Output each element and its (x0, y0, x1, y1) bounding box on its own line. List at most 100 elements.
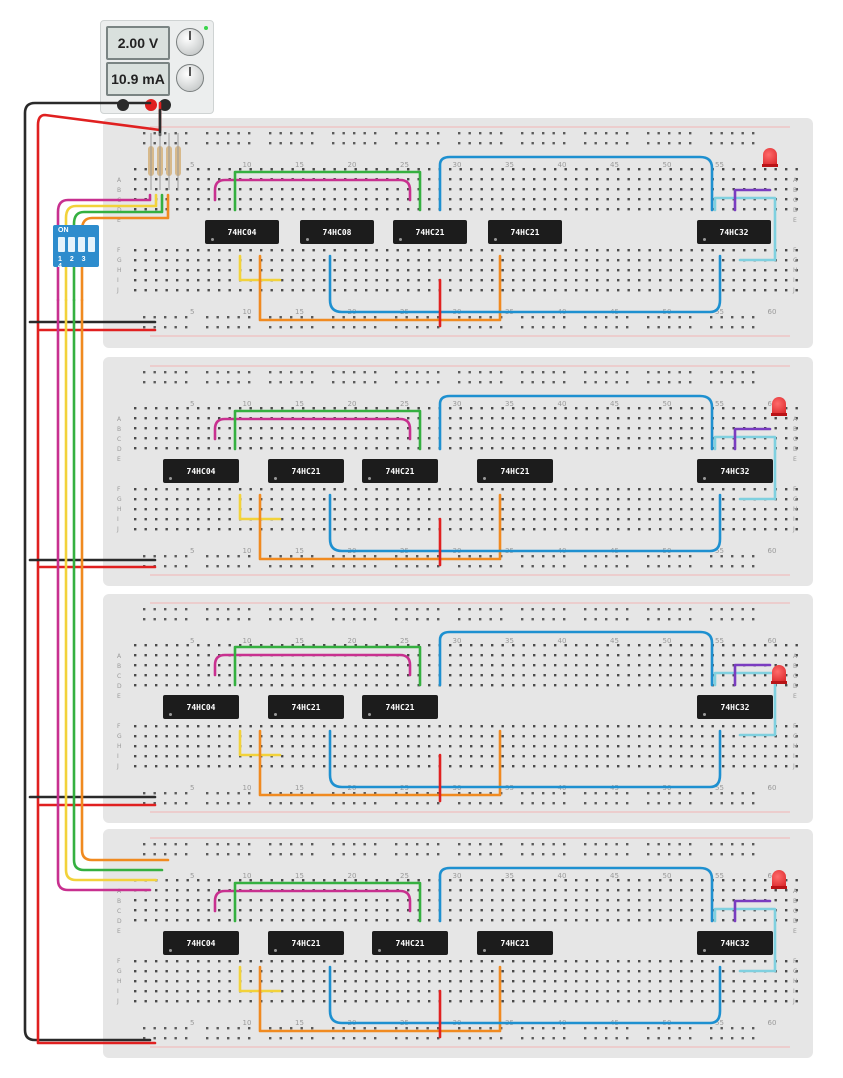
rail-hole (437, 381, 440, 384)
strip-hole (732, 427, 735, 430)
strip-hole (396, 518, 399, 521)
dip-switch-toggle-4[interactable] (88, 237, 95, 252)
rail-hole (458, 1027, 461, 1030)
strip-hole (648, 644, 651, 647)
strip-hole (795, 498, 798, 501)
strip-hole (407, 909, 410, 912)
negative-terminal[interactable] (159, 99, 171, 111)
chip-r2-1[interactable]: 74HC04 (163, 459, 239, 483)
strip-hole (753, 488, 756, 491)
rail-hole (500, 381, 503, 384)
chip-r3-4[interactable]: 74HC32 (697, 695, 773, 719)
chip-r4-1[interactable]: 74HC04 (163, 931, 239, 955)
strip-hole (165, 980, 168, 983)
chip-r1-1[interactable]: 74HC04 (205, 220, 279, 244)
strip-hole (165, 745, 168, 748)
column-number: 55 (715, 637, 724, 645)
strip-hole (491, 654, 494, 657)
chip-r2-5[interactable]: 74HC32 (697, 459, 773, 483)
rail-hole (405, 565, 408, 568)
rail-hole (542, 608, 545, 611)
strip-hole (449, 528, 452, 531)
chip-r4-2[interactable]: 74HC21 (268, 931, 344, 955)
strip-hole (680, 269, 683, 272)
strip-hole (428, 437, 431, 440)
chip-r1-2[interactable]: 74HC08 (300, 220, 374, 244)
strip-hole (795, 198, 798, 201)
chip-r3-1[interactable]: 74HC04 (163, 695, 239, 719)
chip-r2-4[interactable]: 74HC21 (477, 459, 553, 483)
strip-hole (197, 990, 200, 993)
row-letter: B (117, 663, 121, 670)
rail-hole (542, 316, 545, 319)
column-number: 55 (715, 400, 724, 408)
rail-hole (594, 132, 597, 135)
strip-hole (155, 178, 158, 181)
strip-hole (207, 755, 210, 758)
strip-hole (302, 188, 305, 191)
strip-hole (312, 899, 315, 902)
rail-hole (458, 618, 461, 621)
row-letter: J (792, 763, 795, 770)
strip-hole (596, 488, 599, 491)
chip-r4-5[interactable]: 74HC32 (697, 931, 773, 955)
row-letter: E (117, 693, 121, 700)
strip-hole (270, 674, 273, 677)
strip-hole (144, 269, 147, 272)
strip-hole (575, 259, 578, 262)
strip-hole (711, 960, 714, 963)
dip-switch-toggle-1[interactable] (58, 237, 65, 252)
dip-switch-toggle-2[interactable] (68, 237, 75, 252)
column-number: 55 (715, 784, 724, 792)
row-letter: G (117, 968, 122, 975)
row-letter: D (117, 446, 122, 453)
strip-hole (659, 909, 662, 912)
strip-hole (533, 909, 536, 912)
strip-hole (491, 960, 494, 963)
strip-hole (648, 960, 651, 963)
strip-hole (701, 889, 704, 892)
chip-r3-2[interactable]: 74HC21 (268, 695, 344, 719)
rail-hole (657, 555, 660, 558)
strip-hole (606, 259, 609, 262)
chip-r2-2[interactable]: 74HC21 (268, 459, 344, 483)
strip-hole (543, 249, 546, 252)
strip-hole (491, 498, 494, 501)
chip-r1-5[interactable]: 74HC32 (697, 220, 771, 244)
strip-hole (417, 970, 420, 973)
strip-hole (291, 249, 294, 252)
dip-switch[interactable]: ON 1 2 3 4 (53, 225, 99, 270)
strip-hole (638, 508, 641, 511)
strip-hole (207, 644, 210, 647)
strip-hole (239, 664, 242, 667)
strip-hole (344, 508, 347, 511)
rail-hole (279, 381, 282, 384)
dip-switch-toggle-3[interactable] (78, 237, 85, 252)
rail-hole (626, 316, 629, 319)
strip-hole (165, 289, 168, 292)
rail-hole (416, 555, 419, 558)
column-number: 30 (453, 400, 462, 408)
chip-r1-3[interactable]: 74HC21 (393, 220, 467, 244)
strip-hole (596, 755, 599, 758)
strip-hole (669, 259, 672, 262)
strip-hole (134, 269, 137, 272)
voltage-knob[interactable] (176, 28, 204, 56)
strip-hole (302, 725, 305, 728)
chip-r1-4[interactable]: 74HC21 (488, 220, 562, 244)
strip-hole (648, 528, 651, 531)
chip-r4-3[interactable]: 74HC21 (372, 931, 448, 955)
rail-hole (689, 1027, 692, 1030)
strip-hole (501, 188, 504, 191)
chip-r3-3[interactable]: 74HC21 (362, 695, 438, 719)
strip-hole (365, 970, 368, 973)
strip-hole (627, 508, 630, 511)
row-letter: H (117, 978, 122, 985)
strip-hole (512, 654, 515, 657)
logic-wire (438, 866, 714, 923)
current-knob[interactable] (176, 64, 204, 92)
chip-r4-4[interactable]: 74HC21 (477, 931, 553, 955)
rail-hole (174, 326, 177, 329)
chip-r2-3[interactable]: 74HC21 (362, 459, 438, 483)
strip-hole (459, 674, 462, 677)
